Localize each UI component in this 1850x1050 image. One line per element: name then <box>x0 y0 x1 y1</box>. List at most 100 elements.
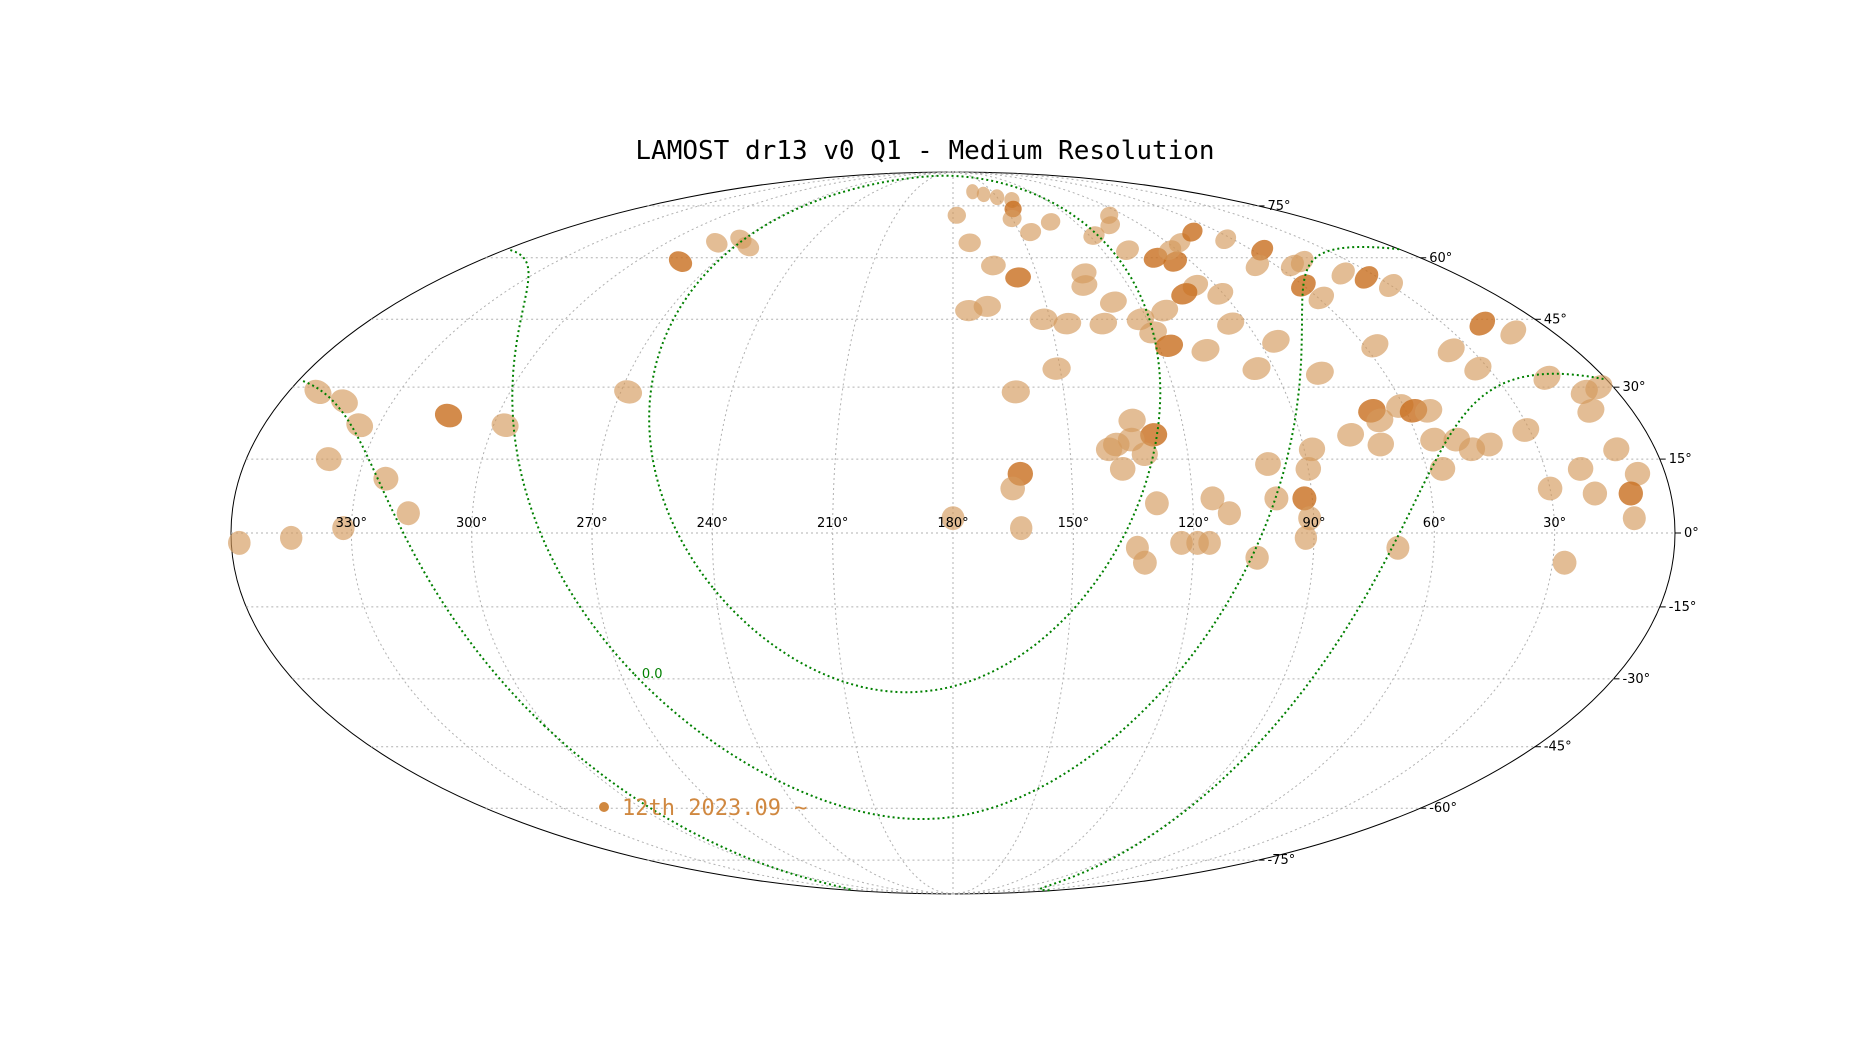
dec-tick-label: -15° <box>1669 600 1697 615</box>
survey-field <box>396 501 420 526</box>
galactic-line-label: 0.0 <box>642 667 663 682</box>
survey-field <box>1354 266 1379 289</box>
survey-field <box>1242 357 1271 381</box>
survey-field <box>1009 516 1033 541</box>
ra-tick-label: 180° <box>937 516 968 531</box>
survey-field <box>614 380 643 404</box>
survey-field <box>1420 427 1447 452</box>
dec-tick-label: -60° <box>1429 801 1457 816</box>
survey-field <box>434 403 463 428</box>
survey-field <box>1089 312 1118 335</box>
survey-field <box>1622 506 1646 531</box>
survey-field <box>1132 550 1157 575</box>
survey-field <box>1469 311 1496 336</box>
ra-gridline <box>711 171 954 895</box>
survey-field <box>1618 481 1643 506</box>
survey-field <box>1002 209 1022 228</box>
ra-tick-label: 330° <box>336 516 367 531</box>
survey-field <box>1053 312 1082 335</box>
survey-field <box>1029 308 1058 331</box>
survey-field <box>1367 432 1395 457</box>
survey-field <box>330 389 358 414</box>
survey-field <box>981 255 1006 276</box>
survey-field <box>1245 254 1270 277</box>
survey-field <box>315 447 342 472</box>
survey-field <box>1083 226 1105 245</box>
legend-marker-icon <box>599 802 609 812</box>
survey-field <box>1255 452 1281 476</box>
dec-tick-label: 75° <box>1268 199 1291 214</box>
map-title: LAMOST dr13 v0 Q1 - Medium Resolution <box>635 136 1215 166</box>
dec-tick-label: -30° <box>1622 672 1650 687</box>
survey-field <box>941 506 965 531</box>
survey-field <box>1437 338 1465 363</box>
survey-field <box>1337 423 1365 447</box>
survey-field <box>1429 456 1456 481</box>
survey-field <box>1207 282 1234 305</box>
survey-field <box>1182 222 1203 242</box>
survey-field <box>1139 321 1167 344</box>
survey-field <box>1414 398 1443 423</box>
survey-field <box>1217 312 1245 335</box>
survey-field <box>491 413 519 438</box>
ra-tick-label: 60° <box>1423 516 1446 531</box>
survey-field <box>1144 491 1169 516</box>
ra-tick-label: 120° <box>1178 516 1209 531</box>
survey-field <box>1361 334 1389 358</box>
galactic-latitude-line <box>299 372 1604 892</box>
ra-tick-label: 270° <box>576 516 607 531</box>
survey-field <box>1500 320 1527 345</box>
survey-field <box>1294 525 1318 550</box>
survey-field <box>1001 380 1030 404</box>
survey-field <box>1305 361 1334 385</box>
survey-field <box>1295 456 1322 481</box>
survey-field <box>1464 356 1492 381</box>
survey-field <box>1099 291 1127 313</box>
survey-field <box>1095 437 1123 462</box>
survey-field <box>1476 432 1503 457</box>
survey-field <box>1386 535 1410 560</box>
survey-field <box>976 186 991 203</box>
survey-field <box>958 233 981 253</box>
survey-field <box>966 184 980 200</box>
survey-field <box>1140 423 1168 447</box>
ra-tick-label: 240° <box>697 516 728 531</box>
survey-field <box>1040 213 1061 231</box>
survey-field <box>1170 530 1193 555</box>
survey-field <box>1116 240 1139 260</box>
survey-field <box>1215 229 1237 250</box>
survey-field <box>1191 338 1220 362</box>
ra-gridline <box>952 171 1195 895</box>
survey-field <box>1217 501 1242 526</box>
survey-field <box>1264 486 1289 511</box>
survey-field <box>947 206 966 224</box>
survey-field <box>668 251 693 272</box>
survey-field <box>1109 456 1136 481</box>
ra-tick-label: 150° <box>1058 516 1089 531</box>
survey-field <box>989 189 1005 206</box>
ra-gridline <box>832 171 954 895</box>
survey-field <box>1005 267 1031 288</box>
survey-field <box>1298 437 1326 462</box>
survey-field <box>1071 263 1097 284</box>
survey-field <box>1100 206 1119 224</box>
survey-field <box>304 379 332 405</box>
dec-tick-label: -45° <box>1544 740 1572 755</box>
ra-tick-label: 300° <box>456 516 487 531</box>
survey-field <box>1298 506 1322 531</box>
survey-field <box>1552 550 1577 575</box>
survey-field <box>1262 329 1290 353</box>
survey-field <box>227 530 251 555</box>
survey-field <box>1290 250 1314 273</box>
survey-field <box>1131 442 1158 467</box>
ra-gridline <box>952 171 1074 895</box>
dec-tick-label: 15° <box>1669 452 1692 467</box>
survey-field <box>1000 476 1025 501</box>
survey-field <box>1020 223 1042 242</box>
survey-field <box>332 516 355 541</box>
survey-field <box>1624 461 1651 486</box>
legend: 12th 2023.09 ~ <box>599 796 807 821</box>
survey-field <box>706 232 728 253</box>
ra-tick-label: 30° <box>1543 516 1566 531</box>
